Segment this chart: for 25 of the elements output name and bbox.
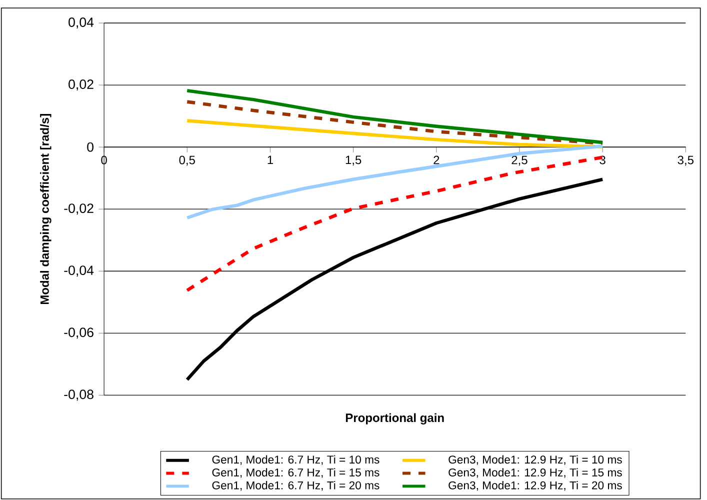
legend-label: Gen1, Mode1: 6.7 Hz, Ti = 10 ms <box>212 455 380 465</box>
y-tick-label: 0,04 <box>68 17 94 28</box>
line-series <box>185 88 604 144</box>
legend-label: Gen3, Mode1: 12.9 Hz, Ti = 15 ms <box>448 468 622 478</box>
legend-label: Gen3, Mode1: 12.9 Hz, Ti = 10 ms <box>448 455 622 465</box>
y-tick-label: -0,04 <box>64 266 94 277</box>
y-tick-label: 0,02 <box>68 79 94 90</box>
legend-label: Gen3, Mode1: 12.9 Hz, Ti = 20 ms <box>448 480 622 491</box>
x-tick-label: 2 <box>434 156 440 164</box>
x-tick-label: 1,5 <box>346 156 362 166</box>
y-tick-label: -0,06 <box>64 328 94 339</box>
x-axis-title: Proportional gain <box>346 413 444 424</box>
y-axis-title: Modal damping coefficient [rad/s] <box>40 114 52 304</box>
legend-label: Gen1, Mode1: 6.7 Hz, Ti = 20 ms <box>212 480 380 491</box>
y-tick-label: 0 <box>87 142 94 152</box>
line-series <box>185 118 604 148</box>
x-tick-label: 2,5 <box>512 156 528 166</box>
line-series <box>185 178 604 382</box>
y-tick-label: -0,02 <box>64 203 94 215</box>
x-tick-label: 0,5 <box>179 156 195 166</box>
x-tick-label: 1 <box>268 156 273 164</box>
line-series <box>185 100 604 145</box>
x-tick-label: 3,5 <box>678 156 694 166</box>
y-tick-label: -0,08 <box>64 390 94 401</box>
legend-label: Gen1, Mode1: 6.7 Hz, Ti = 15 ms <box>212 468 380 478</box>
